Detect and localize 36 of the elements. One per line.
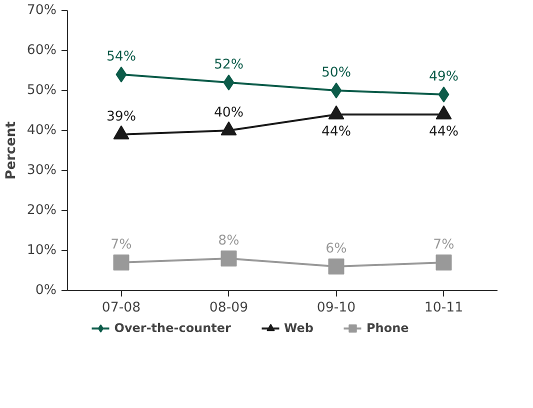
x-tick-label: 08-09 [209,300,248,316]
data-label: 54% [106,50,136,64]
point [328,258,344,274]
data-label: 44% [321,124,352,140]
data-label: 52% [214,58,244,72]
point [438,86,450,102]
y-tick-label: 70% [26,3,56,18]
data-label: 7% [433,238,454,252]
y-tick-label: 50% [26,83,56,98]
point [220,250,237,266]
y-tick-label: 30% [26,163,56,178]
legend-label: Over-the-counter [114,321,231,335]
x-tick-label: 10-11 [424,300,464,316]
data-label: 39% [106,110,136,124]
y-axis-title: Percent [4,120,19,180]
point [116,66,127,82]
point [436,254,452,270]
data-label: 49% [428,70,459,84]
x-tick-label: 09-10 [316,300,356,316]
x-tick-label: 07-08 [102,300,141,316]
point [113,254,130,270]
y-tick-label: 20% [26,203,56,218]
y-tick-label: 10% [26,243,56,258]
point [330,82,342,98]
y-tick-label: 60% [26,43,56,58]
data-label: 40% [214,106,244,120]
data-label: 6% [326,242,347,256]
y-tick-label: 0% [35,283,57,298]
point [223,74,234,90]
legend-label: Phone [366,321,409,335]
data-label: 44% [428,124,459,140]
y-tick-label: 40% [26,123,56,138]
data-label: 7% [110,238,132,252]
data-label: 8% [218,234,240,248]
legend-label: Web [284,321,314,335]
data-label: 50% [321,66,352,80]
